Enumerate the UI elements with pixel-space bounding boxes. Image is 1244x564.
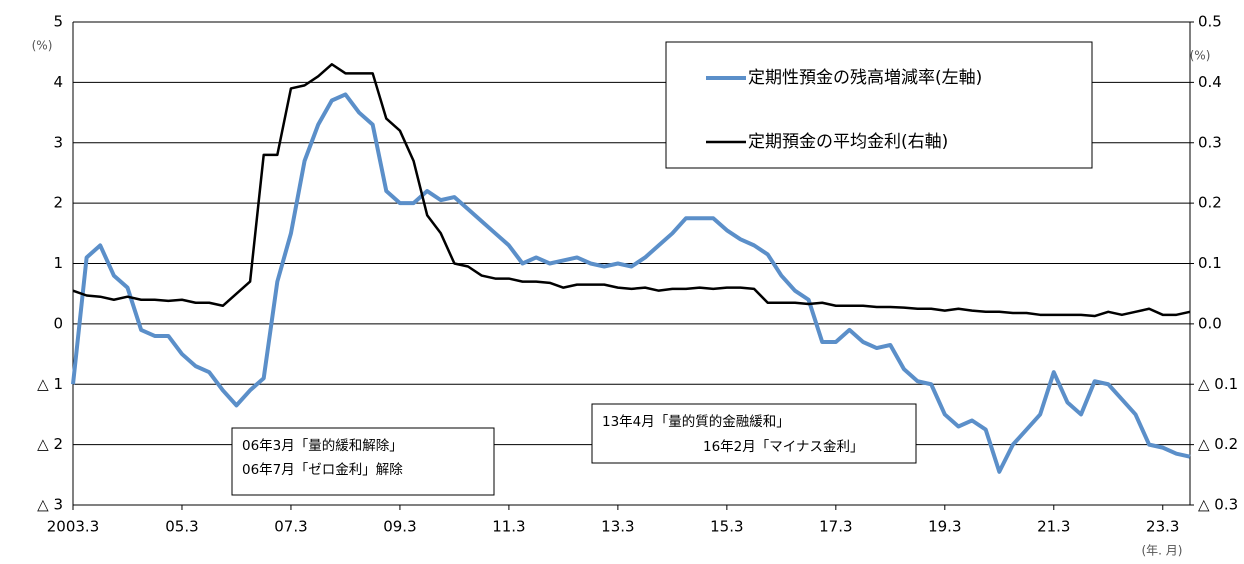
annotation: 06年3月「量的緩和解除」: [242, 438, 403, 454]
annotation: 16年2月「マイナス金利」: [703, 439, 864, 455]
x-tick-label: 13.3: [601, 518, 634, 536]
annotation: 13年4月「量的質的金融緩和」: [602, 414, 790, 430]
series-line: [71, 92, 1191, 474]
x-tick-label: 19.3: [928, 518, 961, 536]
right-unit: (%): [1190, 49, 1211, 63]
y2-tick-label: 0.3: [1198, 133, 1222, 151]
legend-label: 定期預金の平均金利(右軸): [748, 132, 948, 152]
y-tick-label: △ 3: [37, 496, 63, 514]
x-tick-label: 23.3: [1146, 518, 1179, 536]
x-tick-label: 09.3: [383, 518, 416, 536]
x-tick-label: 05.3: [165, 518, 198, 536]
legend-label: 定期性預金の残高増減率(左軸): [748, 68, 982, 88]
x-tick-label: 11.3: [492, 518, 525, 536]
annotation: 06年7月「ゼロ金利」解除: [242, 462, 403, 478]
y2-tick-label: △ 0.2: [1198, 435, 1238, 453]
y-tick-label: 4: [53, 73, 63, 91]
y2-tick-label: △ 0.1: [1198, 375, 1238, 393]
series-line: [72, 63, 1191, 318]
legend-box: [665, 41, 1093, 169]
x-unit: (年. 月): [1142, 544, 1183, 558]
y-tick-label: 1: [53, 254, 63, 272]
y-tick-label: △ 1: [37, 375, 63, 393]
y-tick-label: 5: [53, 13, 63, 31]
x-tick-label: 2003.3: [47, 518, 100, 536]
y-tick-label: △ 2: [37, 435, 63, 453]
y2-tick-label: 0.1: [1198, 254, 1222, 272]
y2-tick-label: 0.0: [1198, 314, 1222, 332]
y2-tick-label: 0.5: [1198, 13, 1222, 31]
y-tick-label: 3: [53, 133, 63, 151]
annotation-box: [231, 427, 495, 496]
y2-tick-label: 0.4: [1198, 73, 1222, 91]
left-unit: (%): [32, 39, 53, 53]
x-tick-label: 21.3: [1037, 518, 1070, 536]
y-tick-label: 0: [53, 314, 63, 332]
annotation-box: [591, 403, 917, 464]
y-tick-label: 2: [53, 194, 63, 212]
x-tick-label: 07.3: [274, 518, 307, 536]
y2-tick-label: 0.2: [1198, 194, 1222, 212]
x-tick-label: 15.3: [710, 518, 743, 536]
x-tick-label: 17.3: [819, 518, 852, 536]
y2-tick-label: △ 0.3: [1198, 496, 1238, 514]
